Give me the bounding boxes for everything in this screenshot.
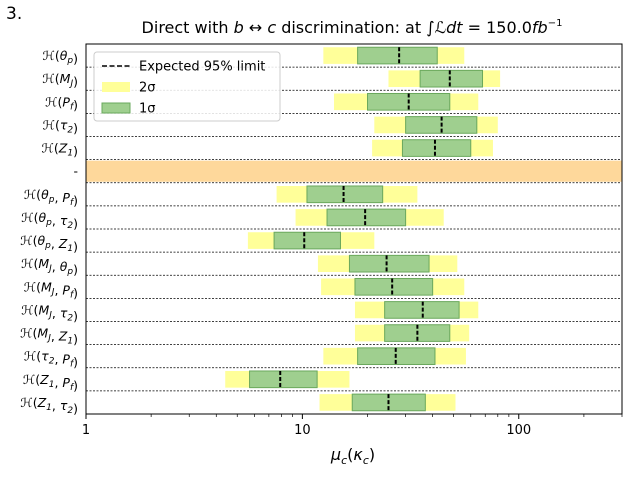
- y-label: ℋ(θp, Pf): [24, 187, 78, 208]
- chart-title: Direct with b ↔ c discrimination: at ∫ℒd…: [142, 18, 563, 37]
- chart-row: [388, 69, 501, 88]
- chart-row: [333, 92, 479, 111]
- band-1sigma: [273, 231, 341, 250]
- legend-1sigma-swatch: [101, 102, 131, 114]
- chart-row: [225, 370, 350, 389]
- legend-label: Expected 95% limit: [139, 60, 265, 75]
- y-label: ℋ(Z1, Pf): [23, 372, 78, 393]
- chart-row: [276, 185, 418, 204]
- figure-number: 3.: [6, 4, 23, 24]
- chart-row: [354, 301, 479, 319]
- band-1sigma: [348, 254, 430, 273]
- band-1sigma: [357, 46, 438, 65]
- x-tick-label: 1: [82, 423, 90, 438]
- band-1sigma: [306, 185, 384, 204]
- chart-row: [319, 393, 456, 412]
- axes-frame: [85, 43, 623, 415]
- x-axis-label: μc(κc): [330, 445, 375, 467]
- band-1sigma: [401, 139, 472, 157]
- y-label: ℋ(Z1, τ2): [20, 395, 78, 416]
- chart-row: [86, 160, 622, 182]
- y-label: ℋ(θp): [42, 48, 78, 66]
- y-label: ℋ(τ2, Pf): [24, 349, 78, 370]
- y-label: ℋ(θp, Z1): [20, 233, 78, 254]
- chart-row: [323, 347, 466, 366]
- y-label: ℋ(θp, τ2): [21, 210, 78, 231]
- legend-label: 1σ: [139, 102, 156, 117]
- legend-box: [93, 51, 281, 122]
- x-tick-label: 10: [294, 423, 311, 438]
- legend: Expected 95% limit 2σ 1σ: [93, 51, 281, 122]
- y-label: -: [73, 164, 78, 179]
- chart-row: [247, 231, 375, 250]
- band-1sigma: [354, 277, 434, 296]
- band-1sigma: [419, 69, 484, 88]
- legend-2sigma-swatch: [102, 82, 130, 92]
- separator-band: [86, 160, 622, 182]
- chart-row: [317, 254, 458, 273]
- y-label: ℋ(Pf): [45, 94, 78, 112]
- y-label: ℋ(MJ, Pf): [24, 279, 78, 300]
- y-label: ℋ(Z1): [42, 141, 78, 159]
- chart-row: [372, 139, 493, 157]
- chart-row: [323, 46, 465, 65]
- chart-row: [321, 277, 465, 296]
- y-label: ℋ(τ2): [43, 117, 78, 135]
- chart-row: [354, 324, 470, 342]
- chart-row: [374, 116, 498, 134]
- band-1sigma: [326, 208, 407, 227]
- y-label: ℋ(MJ, θp): [21, 256, 78, 277]
- chart-row: [295, 208, 444, 227]
- band-1sigma: [249, 370, 318, 389]
- y-label: ℋ(MJ, Z1): [20, 326, 78, 347]
- x-axis: 1 10 100: [82, 414, 623, 438]
- y-label: ℋ(MJ): [42, 71, 78, 89]
- y-axis-labels: ℋ(θp)ℋ(MJ)ℋ(Pf)ℋ(τ2)ℋ(Z1)-ℋ(θp, Pf)ℋ(θp,…: [20, 48, 78, 416]
- x-tick-label: 100: [506, 423, 531, 438]
- y-label: ℋ(MJ, τ2): [21, 302, 78, 323]
- legend-label: 2σ: [139, 81, 156, 96]
